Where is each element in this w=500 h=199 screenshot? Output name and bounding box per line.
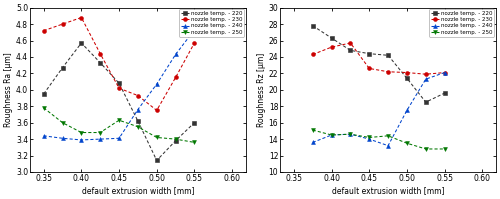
- X-axis label: default extrusion width [mm]: default extrusion width [mm]: [82, 186, 194, 195]
- nozzle temp. - 250: [78, 131, 84, 134]
- nozzle temp. - 230: [78, 16, 84, 19]
- nozzle temp. - 240: [442, 71, 448, 74]
- nozzle temp. - 250: [310, 129, 316, 131]
- nozzle temp. - 230: [348, 42, 354, 44]
- nozzle temp. - 240: [78, 139, 84, 141]
- nozzle temp. - 240: [116, 137, 122, 139]
- nozzle temp. - 230: [172, 76, 178, 79]
- nozzle temp. - 250: [135, 126, 141, 128]
- nozzle temp. - 250: [154, 136, 160, 139]
- nozzle temp. - 220: [192, 121, 198, 124]
- nozzle temp. - 230: [154, 109, 160, 112]
- nozzle temp. - 220: [328, 37, 334, 39]
- nozzle temp. - 220: [310, 24, 316, 27]
- nozzle temp. - 240: [60, 137, 66, 139]
- Line: nozzle temp. - 220: nozzle temp. - 220: [42, 41, 196, 162]
- nozzle temp. - 230: [116, 87, 122, 89]
- Line: nozzle temp. - 230: nozzle temp. - 230: [42, 16, 196, 112]
- nozzle temp. - 220: [172, 139, 178, 142]
- nozzle temp. - 240: [310, 141, 316, 144]
- nozzle temp. - 220: [442, 92, 448, 94]
- nozzle temp. - 240: [366, 138, 372, 140]
- nozzle temp. - 250: [328, 134, 334, 136]
- Y-axis label: Roughness Rz [μm]: Roughness Rz [μm]: [256, 53, 266, 127]
- nozzle temp. - 220: [60, 66, 66, 69]
- nozzle temp. - 250: [348, 133, 354, 135]
- nozzle temp. - 250: [385, 135, 391, 137]
- nozzle temp. - 240: [348, 133, 354, 135]
- Legend: nozzle temp. - 220, nozzle temp. - 230, nozzle temp. - 240, nozzle temp. - 250: nozzle temp. - 220, nozzle temp. - 230, …: [429, 9, 494, 37]
- nozzle temp. - 220: [40, 93, 46, 95]
- nozzle temp. - 220: [154, 159, 160, 162]
- nozzle temp. - 230: [135, 94, 141, 97]
- nozzle temp. - 220: [97, 61, 103, 64]
- nozzle temp. - 240: [404, 109, 410, 112]
- nozzle temp. - 230: [366, 67, 372, 70]
- Legend: nozzle temp. - 220, nozzle temp. - 230, nozzle temp. - 240, nozzle temp. - 250: nozzle temp. - 220, nozzle temp. - 230, …: [178, 9, 244, 37]
- nozzle temp. - 230: [385, 71, 391, 73]
- nozzle temp. - 250: [97, 131, 103, 134]
- nozzle temp. - 230: [40, 29, 46, 32]
- nozzle temp. - 240: [40, 135, 46, 137]
- nozzle temp. - 250: [172, 138, 178, 140]
- nozzle temp. - 250: [442, 148, 448, 150]
- nozzle temp. - 230: [310, 53, 316, 56]
- nozzle temp. - 250: [423, 148, 429, 150]
- Line: nozzle temp. - 240: nozzle temp. - 240: [311, 71, 446, 148]
- Line: nozzle temp. - 220: nozzle temp. - 220: [311, 24, 446, 104]
- nozzle temp. - 240: [328, 134, 334, 136]
- nozzle temp. - 220: [135, 120, 141, 122]
- nozzle temp. - 240: [423, 78, 429, 80]
- nozzle temp. - 250: [40, 107, 46, 109]
- Line: nozzle temp. - 240: nozzle temp. - 240: [42, 28, 196, 142]
- nozzle temp. - 240: [385, 144, 391, 147]
- nozzle temp. - 230: [328, 46, 334, 48]
- nozzle temp. - 240: [192, 29, 198, 31]
- X-axis label: default extrusion width [mm]: default extrusion width [mm]: [332, 186, 444, 195]
- nozzle temp. - 220: [78, 42, 84, 44]
- nozzle temp. - 220: [423, 101, 429, 103]
- nozzle temp. - 250: [116, 119, 122, 121]
- nozzle temp. - 240: [172, 53, 178, 56]
- Line: nozzle temp. - 250: nozzle temp. - 250: [42, 106, 196, 144]
- nozzle temp. - 220: [348, 49, 354, 52]
- nozzle temp. - 240: [154, 83, 160, 85]
- nozzle temp. - 230: [97, 53, 103, 55]
- nozzle temp. - 230: [192, 42, 198, 44]
- nozzle temp. - 230: [423, 73, 429, 75]
- nozzle temp. - 220: [116, 82, 122, 84]
- nozzle temp. - 220: [404, 77, 410, 80]
- nozzle temp. - 250: [366, 136, 372, 139]
- nozzle temp. - 250: [404, 142, 410, 144]
- nozzle temp. - 250: [192, 141, 198, 144]
- Line: nozzle temp. - 230: nozzle temp. - 230: [311, 41, 446, 76]
- Line: nozzle temp. - 250: nozzle temp. - 250: [311, 128, 446, 151]
- Y-axis label: Roughness Ra [μm]: Roughness Ra [μm]: [4, 53, 13, 127]
- nozzle temp. - 220: [366, 53, 372, 55]
- nozzle temp. - 220: [385, 54, 391, 57]
- nozzle temp. - 230: [60, 23, 66, 25]
- nozzle temp. - 230: [404, 71, 410, 74]
- nozzle temp. - 240: [135, 108, 141, 111]
- nozzle temp. - 230: [442, 71, 448, 74]
- nozzle temp. - 240: [97, 138, 103, 140]
- nozzle temp. - 250: [60, 121, 66, 124]
